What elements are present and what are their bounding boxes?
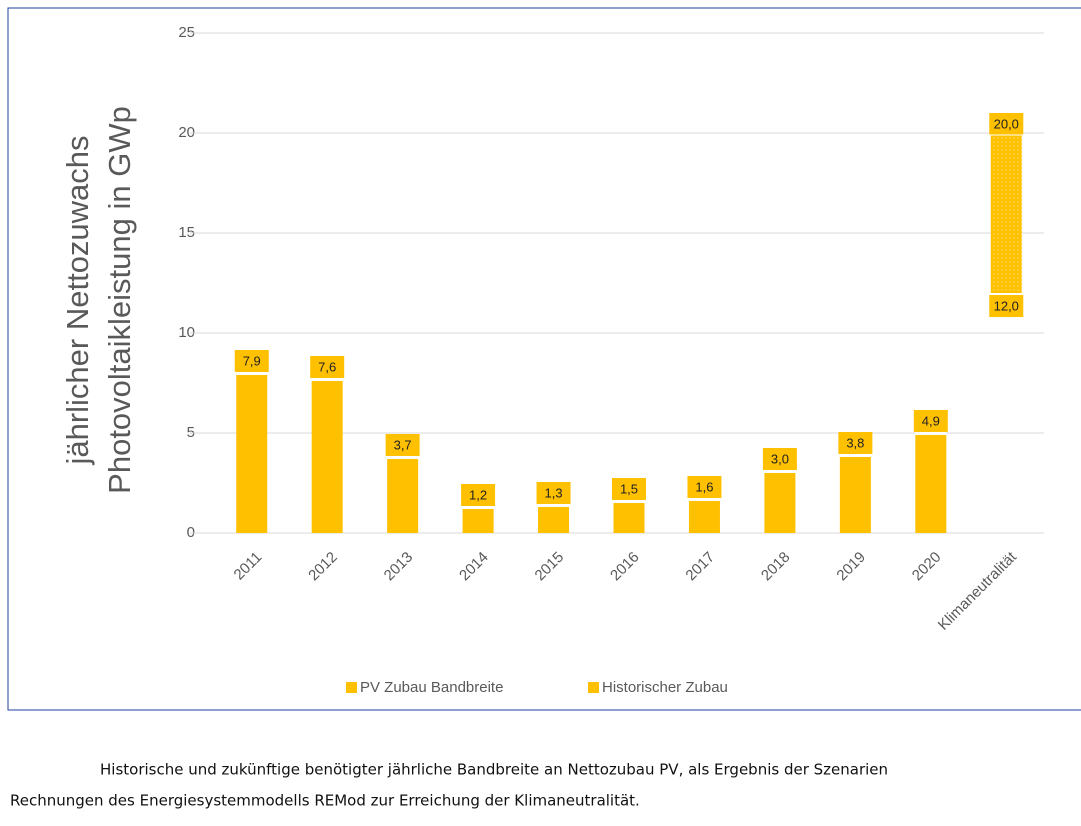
data-label: 7,9 [243,353,261,368]
data-label: 3,0 [771,451,789,466]
data-label-box [687,476,722,498]
x-tick-label: Klimaneutralität [935,548,1021,634]
data-label-box [234,350,269,372]
legend-swatch [346,682,357,693]
legend-label: PV Zubau Bandbreite [360,679,503,696]
bar [538,507,570,533]
y-tick-label: 0 [187,524,195,541]
data-label: 12,0 [994,298,1019,313]
x-tick-label: 2016 [607,549,643,585]
data-label-box [461,484,496,506]
bar [915,435,947,533]
y-axis-label: jährlicher Nettozuwachs [60,135,95,465]
x-tick-label: 2013 [381,549,417,585]
y-tick-label: 20 [178,124,195,141]
data-label: 4,9 [922,413,940,428]
legend-swatch [588,682,599,693]
data-label: 1,5 [620,481,638,496]
x-tick-label: 2012 [305,549,341,585]
caption: Rechnungen des Energiesystemmodells REMo… [10,792,640,810]
data-label: 1,2 [469,487,487,502]
y-tick-label: 10 [178,324,195,341]
data-label-box [989,113,1024,135]
data-label: 1,6 [695,479,713,494]
x-tick-label: 2011 [231,549,266,584]
y-tick-label: 25 [178,24,195,41]
data-label-box [385,434,420,456]
x-tick-label: 2014 [456,549,492,585]
bar [311,381,343,533]
data-label: 1,3 [545,485,563,500]
data-label-box [612,478,646,500]
range-bar [990,133,1022,293]
bar [236,375,268,533]
frame [7,7,1081,711]
bar [613,503,645,533]
data-label-box [762,448,797,470]
bar [688,501,720,533]
data-label: 20,0 [994,116,1019,131]
bar [839,457,871,533]
data-label-box [536,482,571,504]
data-label-box [838,432,873,454]
data-label-box [913,410,948,432]
x-tick-label: 2020 [909,549,945,585]
data-label: 7,6 [318,359,336,374]
y-tick-label: 5 [187,424,195,441]
x-tick-label: 2017 [682,549,718,585]
data-label: 3,7 [394,437,412,452]
x-tick-label: 2018 [758,549,794,585]
data-label-box [310,356,345,378]
x-tick-label: 2019 [833,549,869,585]
data-label: 3,8 [846,435,864,450]
bar [387,459,419,533]
x-tick-label: 2015 [532,549,568,585]
y-tick-label: 15 [178,224,195,241]
data-label-box [989,295,1024,317]
caption: Historische und zukünftige benötigter jä… [100,761,888,779]
legend-label: Historischer Zubau [602,679,728,696]
bar [462,509,494,533]
bar [764,473,796,533]
y-axis-label: Photovoltaikleistung in GWp [102,106,137,494]
